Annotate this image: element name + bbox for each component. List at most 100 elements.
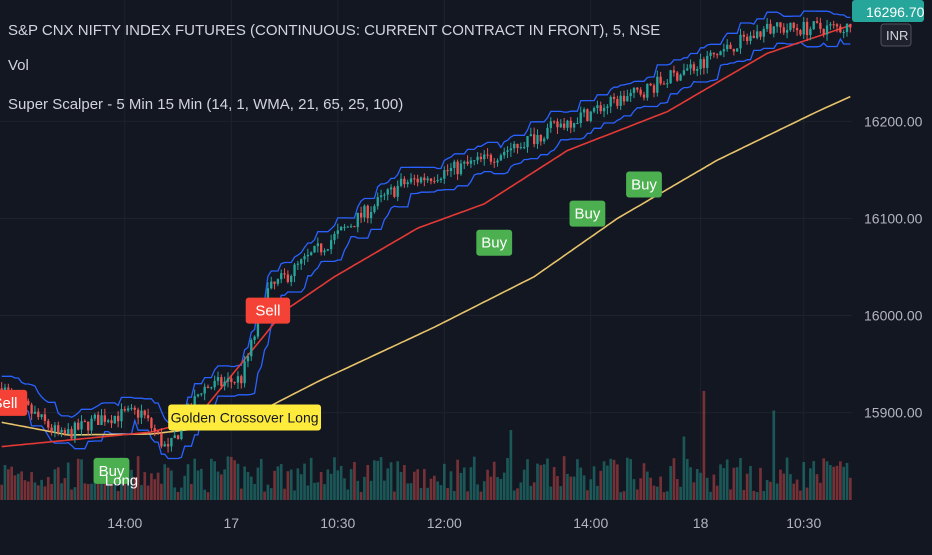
volume-bar: [13, 475, 17, 500]
candle-body: [446, 170, 449, 172]
volume-bar: [722, 468, 726, 500]
candle-body: [100, 415, 103, 426]
candle-body: [489, 154, 493, 162]
volume-bar: [522, 469, 526, 500]
candle-body: [130, 407, 133, 409]
volume-bars: [0, 391, 852, 500]
time-axis[interactable]: 14:00 17 10:30 12:00 14:00 18 10:30: [107, 515, 821, 531]
time-tick-label: 17: [224, 515, 240, 531]
scalper-bands: [1, 10, 851, 460]
volume-bar: [326, 469, 330, 500]
candle-body: [376, 197, 379, 207]
candle-body: [173, 435, 176, 439]
candle-body: [93, 414, 97, 419]
candle-body: [686, 68, 689, 71]
legend-symbol-title[interactable]: S&P CNX NIFTY INDEX FUTURES (CONTINUOUS:…: [8, 22, 661, 39]
volume-bar: [502, 472, 506, 500]
candle-body: [176, 435, 180, 440]
volume-bar: [56, 467, 60, 500]
signal-sell: Sell: [0, 389, 28, 416]
candle-body: [642, 94, 646, 98]
price-axis[interactable]: 15900.00 16000.00 16100.00 16200.00: [864, 113, 923, 420]
candle-body: [586, 109, 589, 121]
volume-bar: [702, 391, 706, 500]
candle-body: [353, 226, 356, 228]
volume-bar: [43, 486, 47, 500]
volume-bar: [629, 459, 633, 500]
volume-bar: [419, 488, 423, 500]
candle-body: [306, 254, 310, 257]
volume-bar: [835, 465, 839, 500]
candle-body: [529, 134, 533, 137]
candle-body: [253, 336, 256, 341]
volume-bar: [0, 484, 3, 500]
candle-body: [486, 154, 489, 156]
volume-bar: [549, 486, 553, 500]
volume-bar: [532, 482, 536, 500]
candle-body: [523, 147, 526, 149]
volume-bar: [526, 459, 529, 500]
volume-bar: [529, 485, 533, 500]
candle-body: [606, 106, 609, 108]
signal-box: [0, 389, 28, 416]
candle-body: [150, 418, 153, 429]
volume-bar: [116, 491, 120, 500]
time-tick-label: 18: [693, 515, 709, 531]
volume-bar: [749, 465, 752, 500]
volume-bar: [226, 456, 230, 500]
candle-body: [339, 227, 343, 231]
candle-body: [562, 123, 566, 128]
candle-body: [163, 444, 166, 447]
candle-body: [406, 182, 409, 185]
candle-body: [433, 181, 436, 183]
volume-bar: [46, 476, 50, 500]
volume-bar: [476, 484, 479, 500]
candle-body: [193, 396, 196, 409]
candle-body: [379, 195, 383, 198]
volume-bar: [406, 483, 410, 500]
candle-body: [815, 21, 819, 23]
candle-body: [293, 264, 296, 277]
candle-body: [792, 22, 795, 29]
candle-body: [40, 414, 43, 418]
signal-text: Sell: [255, 303, 280, 320]
volume-bar: [180, 487, 183, 500]
price-tick-label: 15900.00: [864, 405, 923, 421]
volume-bar: [353, 461, 356, 500]
volume-bar: [329, 473, 333, 500]
volume-bar: [719, 464, 722, 500]
candle-body: [53, 425, 57, 432]
legend-study[interactable]: Super Scalper - 5 Min 15 Min (14, 1, WMA…: [8, 96, 404, 113]
volume-bar: [655, 486, 659, 500]
candle-body: [216, 377, 220, 381]
legend-volume[interactable]: Vol: [8, 57, 29, 74]
volume-bar: [442, 463, 446, 500]
volume-bar: [699, 472, 702, 500]
candle-body: [310, 252, 313, 255]
volume-bar: [130, 469, 133, 500]
volume-bar: [243, 466, 246, 500]
volume-bar: [23, 480, 27, 500]
volume-bar: [66, 462, 70, 500]
volume-bar: [812, 461, 816, 500]
last-price-text: 16296.70: [866, 4, 925, 20]
volume-bar: [472, 456, 476, 500]
volume-bar: [596, 485, 599, 500]
volume-bar: [765, 479, 769, 500]
volume-bar: [645, 471, 649, 500]
volume-bar: [762, 491, 766, 500]
candles[interactable]: [0, 16, 852, 453]
volume-bar: [755, 492, 759, 500]
candle-body: [140, 410, 143, 418]
volume-bar: [602, 461, 606, 500]
volume-bar: [276, 466, 280, 500]
candle-body: [120, 409, 123, 422]
candle-body: [220, 377, 223, 386]
candle-body: [133, 407, 136, 410]
candle-body: [426, 178, 429, 181]
currency-badge[interactable]: INR: [880, 23, 912, 47]
candle-body: [822, 28, 825, 35]
signal-text: Golden Crossover Long: [171, 409, 319, 425]
